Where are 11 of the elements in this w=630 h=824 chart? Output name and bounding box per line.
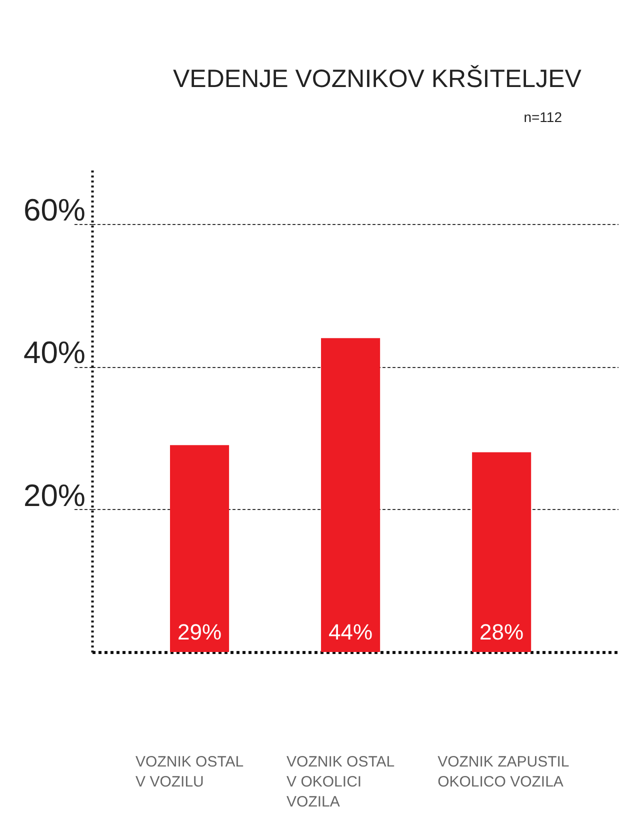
chart-title: VEDENJE VOZNIKOV KRŠITELJEV [173,65,582,93]
data-label: 28% [480,620,524,644]
data-label: 44% [328,620,373,644]
y-tick-label: 60% [23,192,86,228]
y-tick-label: 20% [23,478,86,513]
text: n=112 [524,109,562,125]
x-tick-label: VOZNIK OSTAL V OKOLICI VOZILA [286,754,395,810]
y-tick-label: 40% [23,335,86,370]
x-tick-label: VOZNIK OSTAL V VOZILU [136,754,244,790]
x-tick-label: VOZNIK ZAPUSTIL OKOLICO VOZILA [438,754,570,790]
data-label: 29% [178,620,222,644]
